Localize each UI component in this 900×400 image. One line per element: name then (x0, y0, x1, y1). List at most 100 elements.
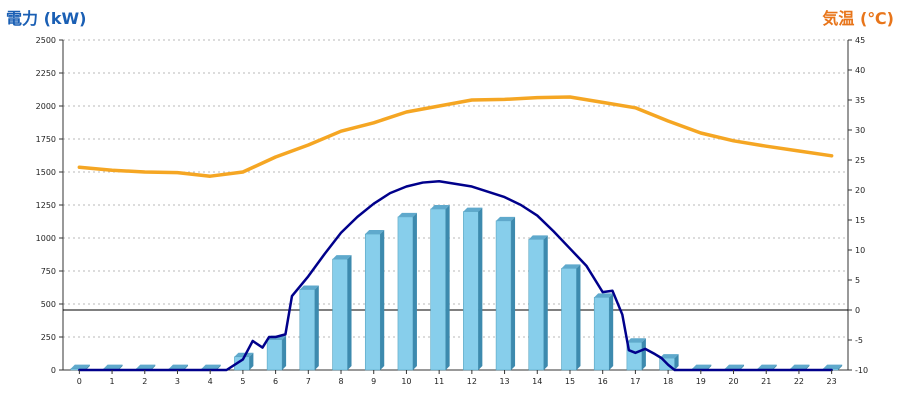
left-tick-label-2: 500 (41, 300, 56, 309)
grid-layer (63, 39, 848, 338)
right-tick-label-7: 25 (855, 156, 865, 165)
right-tick-label-4: 10 (855, 246, 865, 255)
right-tick-label-2: 0 (855, 306, 860, 315)
right-tick-label-9: 35 (855, 96, 865, 105)
bar-top-15 (561, 264, 581, 269)
line-series-1 (77, 95, 834, 178)
bar-top-10 (397, 212, 417, 217)
bar-side-13 (511, 216, 516, 370)
bar-9 (364, 230, 385, 371)
right-tick-label-8: 30 (855, 126, 865, 135)
bar-12 (463, 207, 483, 371)
x-tick-label-23: 23 (827, 377, 837, 386)
bar-front-12 (463, 211, 479, 371)
bar-front-13 (495, 220, 512, 371)
bar-top-23 (823, 364, 843, 369)
x-tick-label-20: 20 (728, 377, 738, 386)
right-axis-title: 気温 (℃) (822, 9, 894, 28)
bar-side-16 (609, 293, 614, 370)
x-tick-label-2: 2 (142, 377, 147, 386)
line-layer (77, 95, 834, 372)
x-tick-label-12: 12 (467, 377, 477, 386)
bar-11 (430, 204, 450, 371)
right-tick-label-6: 20 (855, 186, 865, 195)
bar-side-2 (151, 364, 156, 370)
bar-8 (332, 255, 352, 371)
bar-side-12 (478, 207, 483, 370)
left-tick-label-10: 2500 (36, 36, 56, 45)
bar-13 (495, 216, 516, 371)
bar-front-15 (561, 268, 577, 371)
bar-layer (70, 204, 843, 371)
bar-side-23 (838, 364, 843, 370)
bar-front-8 (332, 258, 348, 371)
left-tick-label-8: 2000 (36, 102, 56, 111)
bar-top-5 (234, 352, 254, 357)
x-tick-label-14: 14 (532, 377, 542, 386)
x-tick-label-13: 13 (499, 377, 509, 386)
bar-front-6 (266, 339, 283, 371)
x-tick-label-19: 19 (696, 377, 706, 386)
bar-top-11 (430, 204, 450, 209)
bar-front-11 (430, 208, 446, 371)
right-tick-label-0: -10 (855, 366, 868, 375)
bar-side-9 (380, 230, 385, 370)
left-tick-label-3: 750 (41, 267, 56, 276)
left-tick-label-7: 1750 (36, 135, 56, 144)
bar-top-4 (201, 364, 221, 369)
bar-top-2 (136, 364, 156, 369)
bar-side-5 (249, 352, 254, 370)
right-tick-label-5: 15 (855, 216, 865, 225)
bar-side-6 (282, 335, 287, 370)
bar-14 (528, 235, 548, 371)
x-tick-label-10: 10 (401, 377, 411, 386)
x-tick-label-9: 9 (371, 377, 376, 386)
bar-side-0 (85, 364, 90, 370)
bar-top-7 (299, 285, 319, 290)
line-series-0 (78, 179, 833, 372)
bar-15 (561, 264, 581, 371)
bar-top-17 (626, 338, 646, 343)
x-tick-label-22: 22 (794, 377, 804, 386)
bar-top-18 (659, 354, 679, 359)
x-tick-label-4: 4 (208, 377, 213, 386)
bar-front-7 (299, 289, 316, 371)
left-tick-label-5: 1250 (36, 201, 56, 210)
x-tick-label-0: 0 (77, 377, 82, 386)
bar-top-20 (725, 364, 745, 369)
bar-top-19 (692, 364, 712, 369)
bar-7 (299, 285, 319, 371)
bar-10 (397, 212, 417, 371)
bar-side-20 (740, 364, 745, 370)
bar-top-21 (757, 364, 777, 369)
bar-5 (234, 352, 254, 371)
x-tick-label-17: 17 (630, 377, 640, 386)
bar-front-9 (364, 233, 381, 371)
bar-side-22 (805, 364, 810, 370)
left-tick-label-0: 0 (51, 366, 56, 375)
x-tick-label-3: 3 (175, 377, 180, 386)
bar-front-10 (397, 216, 414, 371)
bar-17 (626, 338, 646, 371)
x-tick-label-21: 21 (761, 377, 771, 386)
bar-side-8 (347, 255, 352, 370)
x-tick-label-18: 18 (663, 377, 673, 386)
bar-side-21 (772, 364, 777, 370)
bar-top-13 (496, 216, 516, 221)
bar-6 (266, 335, 287, 371)
left-tick-label-9: 2250 (36, 69, 56, 78)
left-tick-label-6: 1500 (36, 168, 56, 177)
bar-front-16 (593, 297, 610, 371)
bar-side-14 (543, 235, 548, 370)
left-tick-label-1: 250 (41, 333, 56, 342)
bar-top-22 (790, 364, 810, 369)
bar-top-12 (463, 207, 483, 212)
bar-top-1 (103, 364, 123, 369)
x-tick-label-7: 7 (306, 377, 311, 386)
bar-side-17 (641, 338, 646, 370)
bar-16 (593, 293, 614, 371)
x-tick-label-8: 8 (338, 377, 343, 386)
right-tick-label-3: 5 (855, 276, 860, 285)
